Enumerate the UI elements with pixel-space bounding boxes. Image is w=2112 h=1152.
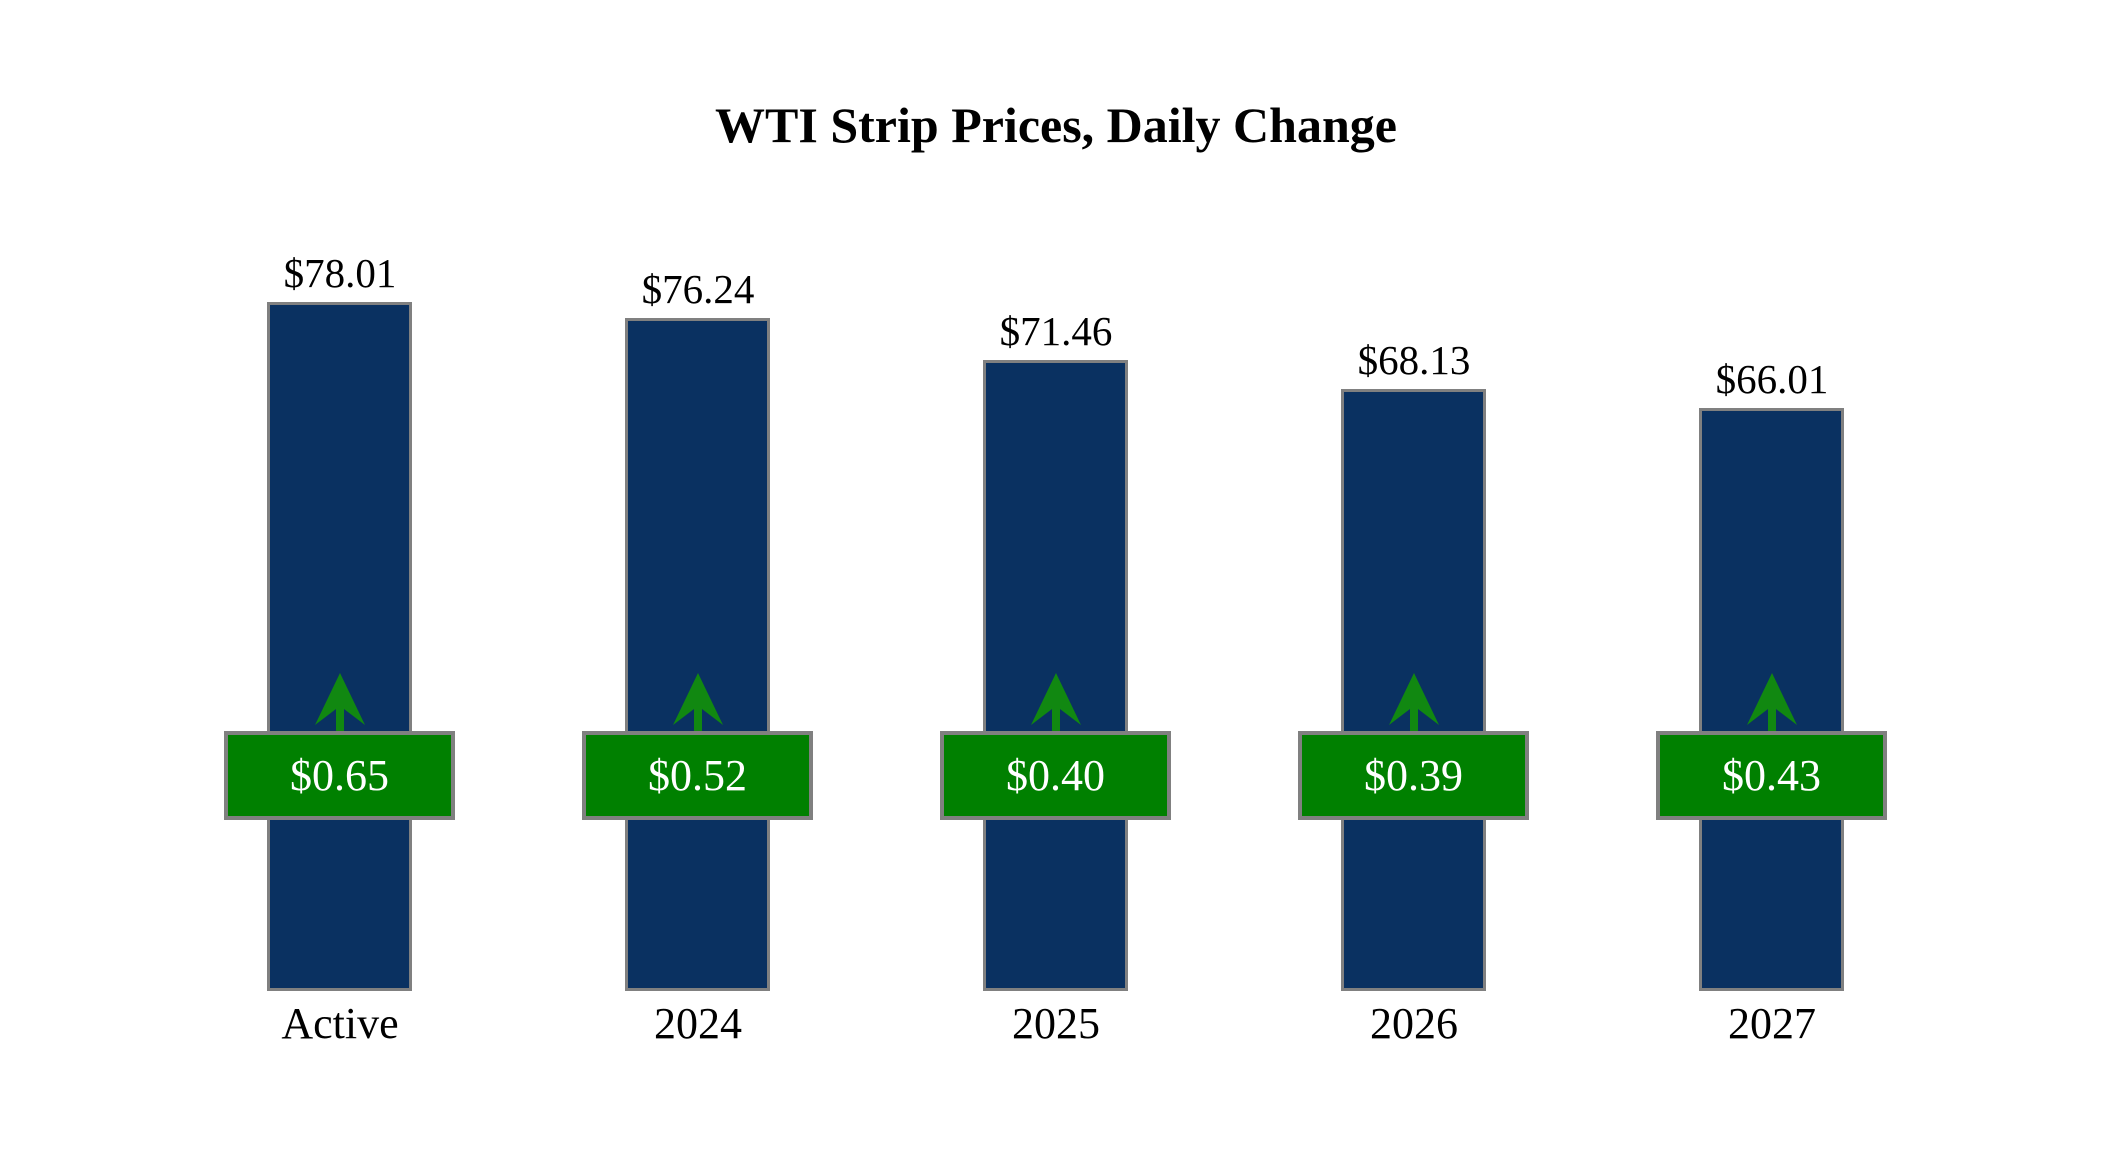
up-arrow-icon xyxy=(315,673,365,731)
bar-column: $78.01 $0.65 Active xyxy=(161,0,519,1152)
daily-change-badge: $0.43 xyxy=(1656,731,1887,820)
daily-change-value: $0.39 xyxy=(1364,751,1463,800)
category-label: 2027 xyxy=(1728,999,1816,1048)
daily-change-badge: $0.52 xyxy=(582,731,813,820)
price-label: $76.24 xyxy=(641,265,755,312)
category-label: 2025 xyxy=(1012,999,1100,1048)
daily-change-badge: $0.40 xyxy=(940,731,1171,820)
daily-change-value: $0.40 xyxy=(1006,751,1105,800)
price-label: $71.46 xyxy=(999,307,1113,354)
up-arrow-icon xyxy=(1389,673,1439,731)
price-label: $66.01 xyxy=(1715,355,1829,402)
category-label: 2024 xyxy=(654,999,742,1048)
daily-change-badge: $0.65 xyxy=(224,731,455,820)
up-arrow-icon xyxy=(1747,673,1797,731)
bar-column: $68.13 $0.39 2026 xyxy=(1235,0,1593,1152)
price-bar xyxy=(267,301,412,991)
daily-change-badge: $0.39 xyxy=(1298,731,1529,820)
daily-change-value: $0.65 xyxy=(290,751,389,800)
bar-column: $76.24 $0.52 2024 xyxy=(519,0,877,1152)
bar-column: $71.46 $0.40 2025 xyxy=(877,0,1235,1152)
price-label: $78.01 xyxy=(283,249,397,296)
price-label: $68.13 xyxy=(1357,337,1471,384)
price-bar xyxy=(625,317,770,991)
up-arrow-icon xyxy=(1031,673,1081,731)
bar-column: $66.01 $0.43 2027 xyxy=(1593,0,1951,1152)
daily-change-value: $0.43 xyxy=(1722,751,1821,800)
category-label: 2026 xyxy=(1370,999,1458,1048)
chart-title: WTI Strip Prices, Daily Change xyxy=(715,97,1397,153)
category-label: Active xyxy=(281,999,399,1048)
daily-change-value: $0.52 xyxy=(648,751,747,800)
up-arrow-icon xyxy=(673,673,723,731)
